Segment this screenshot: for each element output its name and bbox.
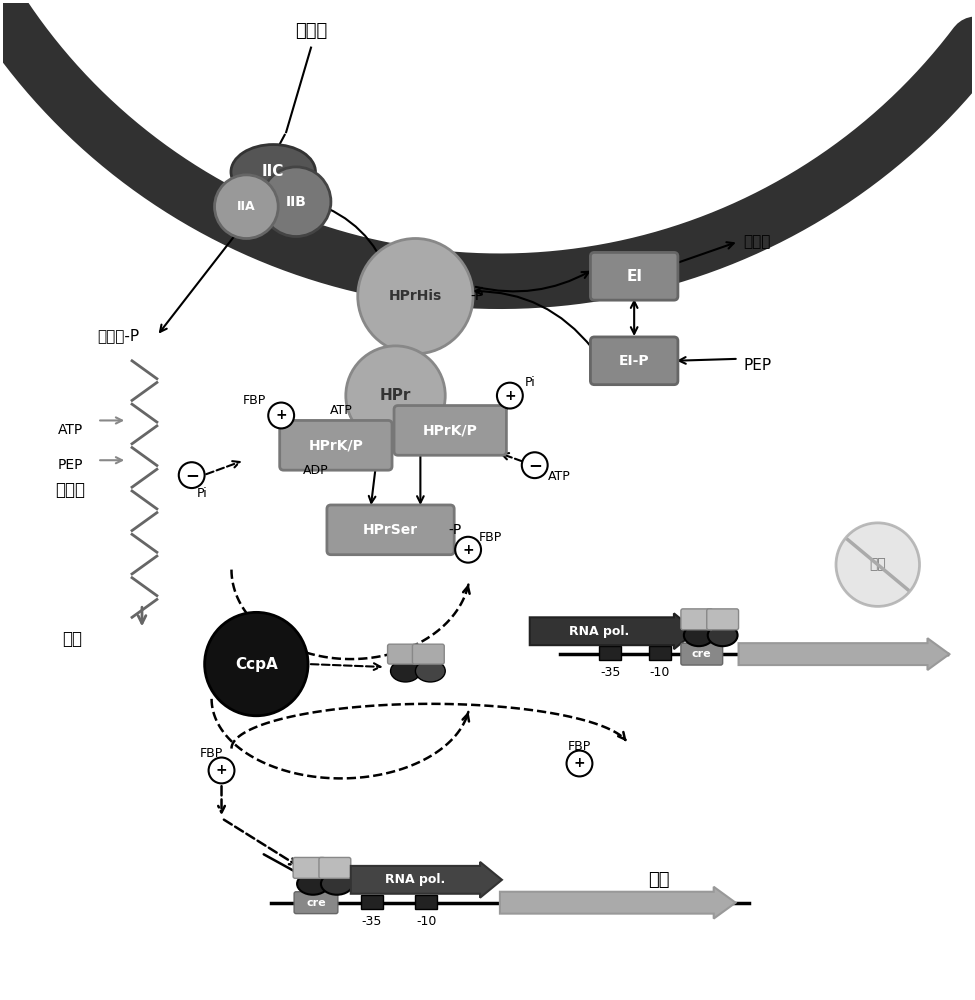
Text: PEP: PEP (744, 358, 771, 373)
Circle shape (522, 452, 548, 478)
Text: 转录: 转录 (648, 871, 670, 889)
Text: CcpA: CcpA (235, 657, 278, 672)
FancyBboxPatch shape (591, 252, 678, 300)
FancyArrow shape (738, 638, 950, 670)
Text: ADP: ADP (303, 464, 329, 477)
Text: EI‑P: EI‑P (619, 354, 649, 368)
Text: Pi: Pi (196, 487, 207, 500)
Text: IIA: IIA (237, 200, 255, 213)
Circle shape (358, 238, 473, 354)
Circle shape (346, 346, 446, 445)
Text: 转录: 转录 (870, 558, 886, 572)
Text: PEP: PEP (58, 458, 83, 472)
FancyBboxPatch shape (412, 644, 445, 664)
FancyArrow shape (351, 862, 502, 898)
Circle shape (214, 175, 278, 238)
Text: -P: -P (448, 523, 462, 537)
Text: +: + (462, 543, 474, 557)
Text: FBP: FBP (479, 531, 501, 544)
FancyBboxPatch shape (394, 406, 506, 455)
Text: -10: -10 (416, 915, 437, 928)
Text: -35: -35 (600, 666, 620, 679)
Text: IIB: IIB (286, 195, 306, 209)
Text: +: + (215, 763, 227, 777)
Text: −: − (527, 456, 542, 474)
Circle shape (268, 403, 294, 428)
Ellipse shape (708, 624, 737, 646)
Text: HPrK/P: HPrK/P (423, 423, 478, 437)
Circle shape (209, 758, 234, 783)
Text: -P: -P (470, 289, 484, 303)
Text: cre: cre (306, 898, 326, 908)
Text: 糖酵解: 糖酵解 (56, 481, 86, 499)
Text: 丙酮酸: 丙酮酸 (744, 234, 771, 249)
Circle shape (497, 383, 523, 409)
Bar (600, 646, 621, 660)
Text: cre: cre (692, 649, 712, 659)
FancyBboxPatch shape (280, 420, 392, 470)
FancyBboxPatch shape (681, 609, 713, 630)
Bar (649, 646, 671, 660)
Ellipse shape (231, 145, 316, 199)
Text: +: + (504, 389, 516, 403)
Ellipse shape (415, 660, 446, 682)
Ellipse shape (321, 873, 353, 895)
Text: -10: -10 (649, 666, 670, 679)
Text: ATP: ATP (548, 470, 571, 483)
Text: Pi: Pi (525, 376, 535, 389)
Text: RNA pol.: RNA pol. (569, 625, 630, 638)
Text: ATP: ATP (58, 423, 83, 437)
FancyArrow shape (529, 613, 696, 649)
Text: 葡萄糖: 葡萄糖 (294, 22, 328, 40)
Circle shape (205, 612, 308, 716)
Text: EI: EI (626, 269, 643, 284)
Text: −: − (184, 466, 199, 484)
Text: HPr: HPr (380, 388, 411, 403)
Text: 葡萄糖-P: 葡萄糖-P (98, 328, 139, 343)
FancyBboxPatch shape (327, 505, 454, 555)
Text: ATP: ATP (330, 404, 352, 417)
Ellipse shape (391, 660, 420, 682)
Circle shape (178, 462, 205, 488)
Bar (361, 895, 382, 909)
Text: -35: -35 (362, 915, 382, 928)
FancyBboxPatch shape (294, 892, 338, 914)
Text: FBP: FBP (567, 740, 591, 753)
Ellipse shape (683, 624, 714, 646)
Text: HPrHis: HPrHis (389, 289, 442, 303)
Text: FBP: FBP (243, 394, 266, 407)
FancyBboxPatch shape (319, 857, 351, 878)
Text: +: + (275, 408, 287, 422)
FancyBboxPatch shape (591, 337, 678, 385)
Text: RNA pol.: RNA pol. (385, 873, 446, 886)
Circle shape (566, 751, 593, 776)
FancyArrow shape (500, 887, 735, 919)
Text: +: + (573, 756, 585, 770)
Text: IIC: IIC (262, 164, 285, 179)
Circle shape (836, 523, 919, 606)
Circle shape (455, 537, 481, 563)
Text: FBP: FBP (200, 747, 223, 760)
Text: 乳酸: 乳酸 (62, 630, 83, 648)
FancyBboxPatch shape (681, 643, 722, 665)
FancyBboxPatch shape (707, 609, 738, 630)
Ellipse shape (297, 873, 329, 895)
Text: HPrK/P: HPrK/P (308, 438, 364, 452)
Bar (415, 895, 438, 909)
FancyBboxPatch shape (293, 857, 325, 878)
Circle shape (261, 167, 331, 237)
Text: HPrSer: HPrSer (363, 523, 418, 537)
FancyBboxPatch shape (388, 644, 419, 664)
